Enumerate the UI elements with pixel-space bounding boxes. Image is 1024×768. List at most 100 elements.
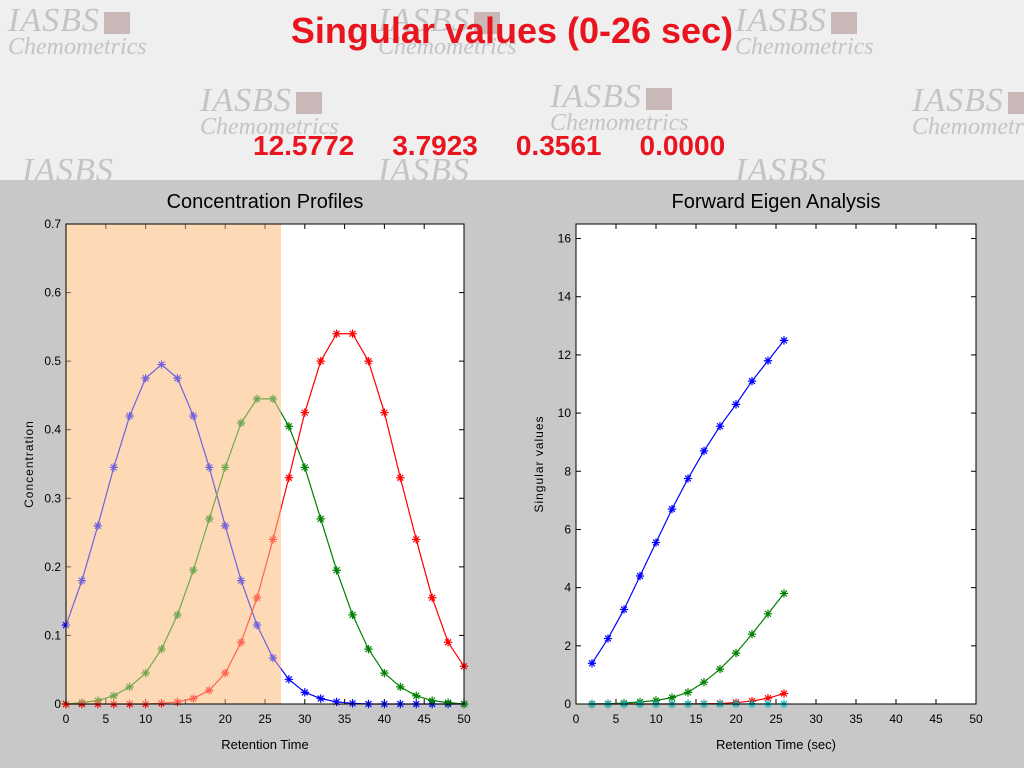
data-point-green (683, 688, 693, 697)
singular-value-2: 3.7923 (392, 130, 478, 161)
figure-panel: Concentration Profiles Retention Time Conc… (0, 180, 1024, 768)
watermark-logo: IASBS (735, 152, 827, 180)
data-point-green (412, 691, 421, 700)
data-point-blue (731, 400, 741, 409)
data-point-blue (651, 538, 661, 547)
data-point-red (332, 329, 341, 338)
x-tick-label: 40 (889, 712, 903, 726)
x-tick-label: 35 (849, 712, 863, 726)
watermark-logo: IASBS (378, 152, 470, 180)
data-point-green (205, 514, 214, 524)
data-point-blue (332, 697, 341, 707)
data-point-green (141, 668, 150, 678)
y-axis-label: Concentration (22, 420, 36, 508)
x-axis-label: Retention Time (221, 737, 308, 752)
data-point-green (779, 589, 789, 598)
singular-value-4: 0.0000 (639, 130, 726, 161)
singular-values-row: 12.5772 3.7923 0.3561 0.0000 (253, 130, 763, 162)
x-tick-label: 15 (179, 712, 193, 726)
slide-header: IASBS Chemometrics IASBS Chemometrics IASB… (0, 0, 1024, 180)
data-point-blue (316, 694, 325, 703)
singular-value-3: 0.3561 (515, 130, 602, 161)
y-tick-label: 0.7 (44, 217, 61, 231)
y-tick-label: 6 (564, 522, 571, 536)
data-point-blue (173, 374, 182, 383)
data-point-green (380, 668, 389, 678)
data-point-blue (747, 376, 757, 386)
data-point-blue (300, 688, 309, 697)
x-tick-label: 5 (102, 712, 109, 726)
data-point-red (300, 408, 309, 417)
data-point-red (221, 668, 230, 678)
x-tick-label: 45 (929, 712, 943, 726)
data-point-blue (619, 605, 629, 614)
forward-eigen-analysis-chart: Forward Eigen Analysis Retention Time (se… (532, 191, 983, 752)
y-tick-label: 0.1 (44, 628, 61, 642)
data-point-green (396, 682, 405, 692)
data-point-blue (109, 463, 118, 472)
data-point-blue (763, 356, 773, 365)
data-point-red (763, 693, 773, 703)
x-tick-label: 0 (63, 712, 70, 726)
data-point-green (157, 644, 166, 654)
data-point-blue (221, 521, 230, 530)
data-point-green (667, 693, 677, 702)
data-point-red (236, 638, 246, 647)
data-point-green (173, 610, 182, 620)
data-point-green (221, 463, 230, 472)
y-axis-label: Singular values (532, 415, 546, 512)
data-point-green (427, 696, 437, 705)
x-tick-label: 45 (418, 712, 432, 726)
data-point-blue (236, 576, 246, 585)
x-tick-label: 35 (338, 712, 352, 726)
y-tick-label: 0.2 (44, 560, 61, 574)
data-point-blue (268, 653, 278, 663)
data-point-blue (205, 463, 214, 472)
y-tick-label: 0.6 (44, 286, 61, 300)
y-tick-label: 0.4 (44, 423, 61, 437)
data-point-red (380, 408, 389, 417)
plot-area (576, 224, 976, 704)
slide-title: Singular values (0-26 sec) (290, 10, 734, 51)
data-point-red (443, 638, 453, 647)
data-point-red (412, 535, 421, 544)
x-axis-label: Retention Time (sec) (716, 737, 836, 752)
data-point-green (699, 677, 709, 687)
x-tick-label: 5 (613, 712, 620, 726)
data-point-red (173, 697, 182, 707)
x-tick-label: 50 (457, 712, 471, 726)
y-tick-label: 16 (558, 232, 572, 246)
y-tick-label: 0 (54, 697, 61, 711)
x-tick-label: 30 (298, 712, 312, 726)
data-point-green (300, 463, 309, 472)
x-tick-label: 0 (573, 712, 580, 726)
data-point-green (747, 629, 757, 639)
data-point-green (731, 648, 741, 658)
data-point-blue (715, 421, 725, 431)
data-point-green (715, 664, 725, 674)
data-point-green (125, 682, 134, 692)
data-point-red (364, 356, 373, 366)
data-point-blue (157, 360, 166, 369)
data-point-green (348, 610, 357, 620)
y-tick-label: 0 (564, 697, 571, 711)
watermark-logo: IASBS (22, 152, 114, 180)
x-tick-label: 25 (769, 712, 783, 726)
data-point-green (763, 609, 773, 619)
x-tick-label: 25 (258, 712, 272, 726)
x-tick-label: 15 (689, 712, 703, 726)
data-point-red (316, 356, 325, 366)
data-point-green (284, 422, 294, 431)
data-point-green (268, 394, 278, 404)
data-point-blue (141, 374, 150, 383)
data-point-red (205, 686, 214, 695)
x-tick-label: 10 (139, 712, 153, 726)
data-point-blue (699, 446, 709, 456)
data-point-blue (348, 699, 357, 708)
data-point-red (252, 593, 262, 602)
data-point-blue (779, 336, 789, 345)
